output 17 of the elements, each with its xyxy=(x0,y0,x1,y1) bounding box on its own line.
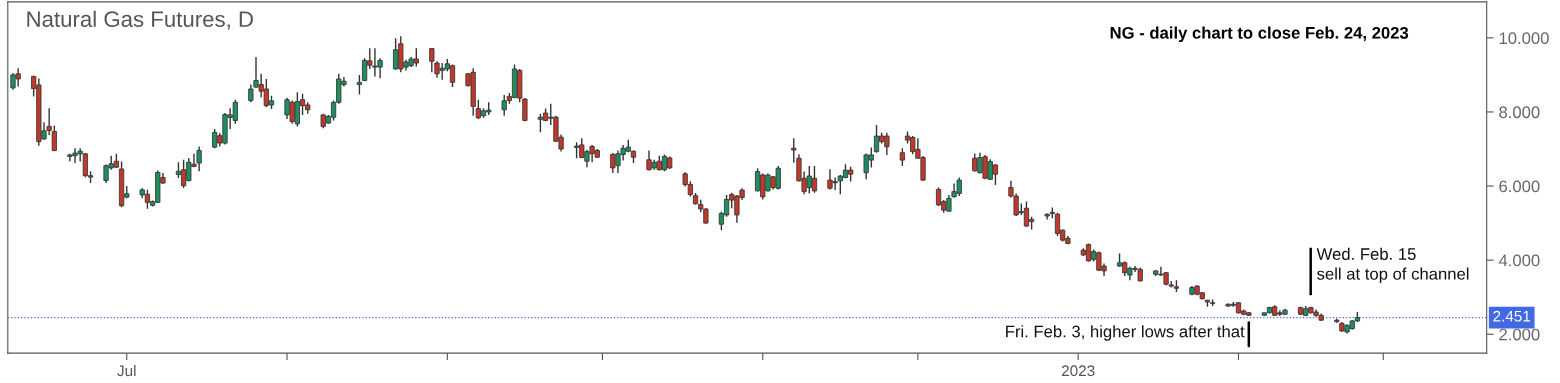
y-tick-label: 2.000 xyxy=(1499,328,1540,341)
x-tick-label: 2023 xyxy=(1061,365,1095,377)
x-tick-label: Jul xyxy=(117,364,136,377)
candlestick xyxy=(537,113,544,134)
candlestick xyxy=(356,74,363,96)
chart-title: Natural Gas Futures, D xyxy=(27,10,253,30)
y-tick-label: 4.000 xyxy=(1498,254,1540,267)
ref-line-label: 2.451 xyxy=(1493,310,1531,322)
candlestick xyxy=(873,124,880,154)
text: NG - daily chart to close Feb. 24, 2023 xyxy=(1110,26,1409,43)
annotation: Fri. Feb. 3, higher lows after that xyxy=(1006,325,1245,341)
y-tick-label: 8.000 xyxy=(1499,106,1540,119)
y-tick-label: 10.000 xyxy=(1499,32,1549,45)
y-tick-label: 6.000 xyxy=(1499,180,1540,193)
candlestick xyxy=(791,137,797,164)
candlestick xyxy=(972,152,978,173)
annotation: Wed. Feb. 15 sell at top of channel xyxy=(1316,247,1469,284)
